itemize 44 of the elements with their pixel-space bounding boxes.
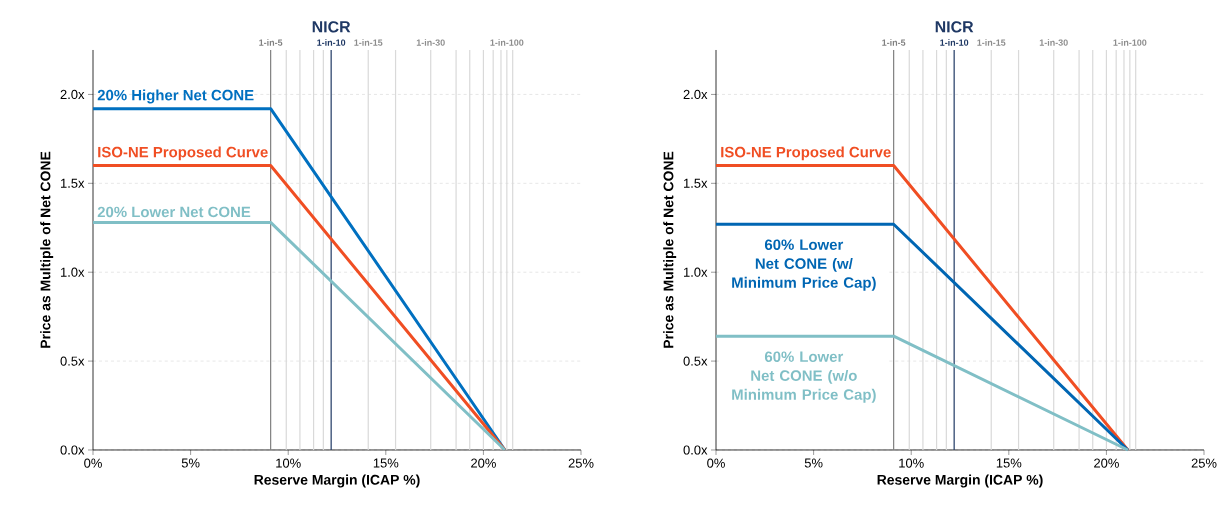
annotation: NICR bbox=[312, 21, 351, 33]
series-label: 20% Higher Net CONE bbox=[97, 89, 254, 104]
x-axis-title: Reserve Margin (ICAP %) bbox=[877, 474, 1043, 488]
series-label: 60% Lower Net CONE (w/ Minimum Price Cap) bbox=[732, 239, 876, 291]
y-axis-title: Price as Multiple of Net CONE bbox=[40, 151, 54, 348]
y-tick-label: 2.0x bbox=[683, 89, 708, 100]
x-axis-title: Reserve Margin (ICAP %) bbox=[254, 474, 420, 488]
ref-line-label: 1-in-100 bbox=[490, 39, 524, 46]
x-tick-label: 25% bbox=[1191, 458, 1217, 468]
ref-line-label: 1-in-30 bbox=[1039, 39, 1068, 46]
ref-line-label: 1-in-15 bbox=[977, 39, 1006, 46]
x-tick-label: 5% bbox=[804, 458, 823, 468]
x-tick-label: 0% bbox=[707, 458, 725, 468]
y-tick-label: 1.0x bbox=[684, 267, 708, 277]
x-tick-label: 5% bbox=[181, 458, 200, 468]
x-tick-label: 15% bbox=[373, 458, 399, 468]
x-tick-label: 25% bbox=[568, 458, 594, 468]
ref-line-label: 1-in-15 bbox=[354, 39, 383, 46]
ref-line-label: 1-in-5 bbox=[259, 39, 283, 46]
x-tick-label: 10% bbox=[276, 458, 301, 468]
y-tick-label: 0.5x bbox=[60, 356, 85, 366]
series-label: 60% Lower Net CONE (w/o Minimum Price Cap) bbox=[732, 351, 876, 403]
y-tick-label: 0.0x bbox=[60, 445, 85, 455]
ref-line-label: 1-in-10 bbox=[940, 39, 969, 46]
series-label: 20% Lower Net CONE bbox=[97, 206, 251, 218]
y-tick-label: 0.0x bbox=[683, 445, 708, 455]
x-tick-label: 10% bbox=[899, 458, 924, 468]
ref-line-label: 1-in-10 bbox=[317, 39, 346, 46]
ref-line-label: 1-in-100 bbox=[1113, 39, 1147, 46]
y-tick-label: 0.5x bbox=[683, 356, 708, 366]
x-tick-label: 0% bbox=[84, 458, 102, 468]
ref-line-label: 1-in-5 bbox=[882, 39, 906, 46]
y-tick-label: 1.5x bbox=[61, 178, 85, 188]
x-tick-label: 20% bbox=[1094, 458, 1119, 468]
series-label: ISO-NE Proposed Curve bbox=[721, 146, 891, 161]
x-tick-label: 15% bbox=[996, 458, 1022, 468]
annotation: NICR bbox=[935, 21, 974, 33]
ref-line-label: 1-in-30 bbox=[416, 39, 445, 46]
series-label: ISO-NE Proposed Curve bbox=[98, 146, 268, 161]
y-tick-label: 2.0x bbox=[60, 89, 85, 100]
x-tick-label: 20% bbox=[471, 458, 496, 468]
y-tick-label: 1.5x bbox=[684, 178, 708, 188]
y-tick-label: 1.0x bbox=[61, 267, 85, 277]
y-axis-title: Price as Multiple of Net CONE bbox=[663, 151, 677, 348]
